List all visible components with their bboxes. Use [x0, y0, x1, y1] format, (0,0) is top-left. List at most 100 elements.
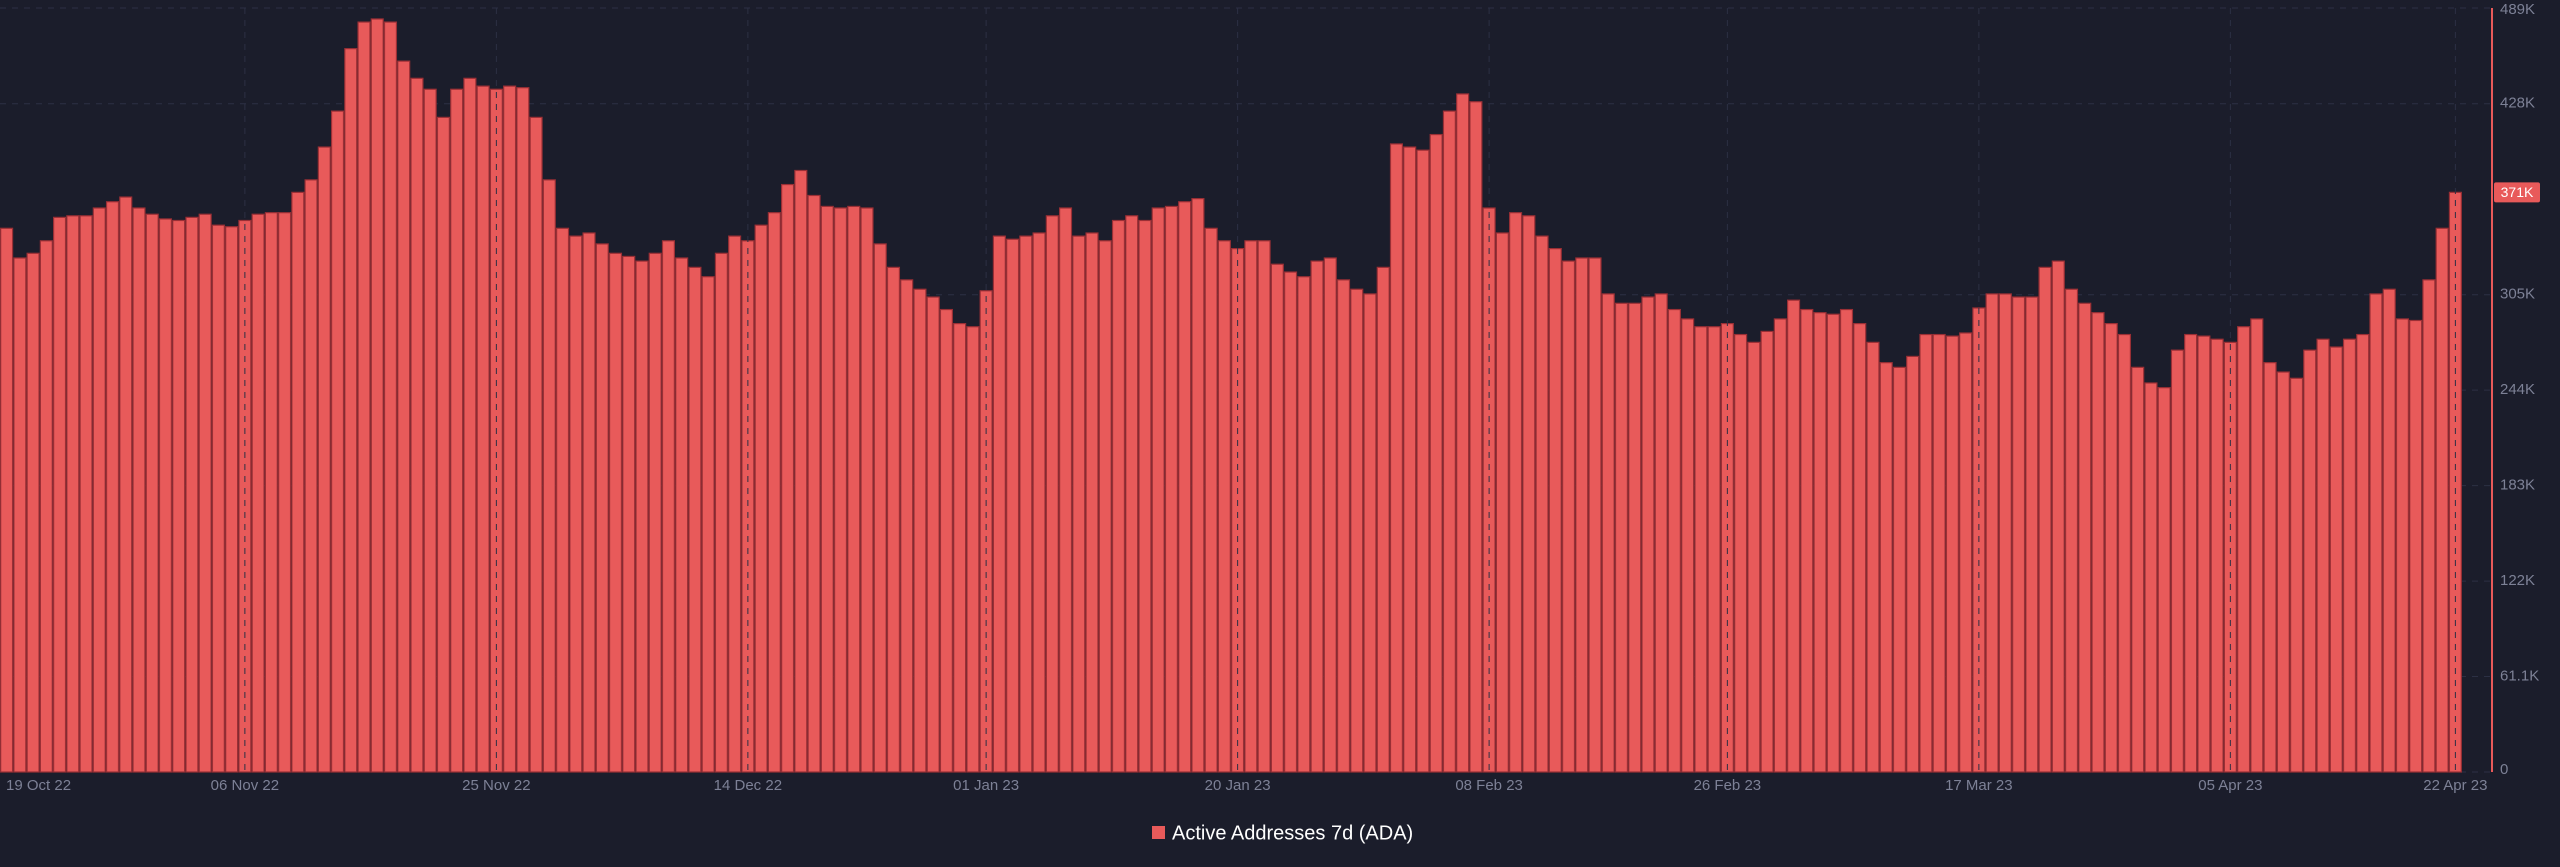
- bar: [1217, 240, 1231, 773]
- bar: [225, 226, 239, 773]
- bar: [2289, 377, 2304, 773]
- bar: [1284, 271, 1298, 773]
- bar: [278, 212, 292, 773]
- bar: [1191, 198, 1205, 773]
- bar: [794, 169, 808, 773]
- bar: [53, 216, 67, 773]
- bar: [913, 288, 927, 773]
- bar: [1588, 257, 1602, 773]
- bar: [13, 257, 27, 773]
- bar: [1045, 215, 1059, 773]
- bar: [1111, 219, 1126, 773]
- bar: [1019, 235, 1033, 773]
- bar: [1826, 313, 1840, 773]
- bar: [953, 322, 967, 773]
- bar: [2250, 318, 2264, 773]
- legend-label[interactable]: Active Addresses 7d (ADA): [1172, 822, 1413, 844]
- bar: [1006, 238, 1020, 773]
- bar: [529, 116, 543, 773]
- bar: [1853, 322, 1867, 773]
- bar: [238, 219, 252, 773]
- bar: [1350, 288, 1364, 773]
- bar: [2012, 296, 2026, 773]
- bar: [608, 252, 623, 773]
- x-tick-label: 25 Nov 22: [462, 777, 530, 794]
- current-value-marker: [2494, 182, 2540, 203]
- bar: [2157, 387, 2171, 773]
- bar: [2263, 362, 2277, 773]
- bar: [1892, 366, 1907, 773]
- bar: [1628, 302, 1642, 773]
- bar: [1522, 215, 1536, 773]
- bar: [807, 194, 821, 773]
- bar: [1641, 296, 1655, 773]
- bar: [2395, 318, 2409, 773]
- bar: [0, 227, 14, 773]
- bar: [2422, 279, 2436, 773]
- bar: [2197, 335, 2211, 773]
- bar: [1906, 355, 1920, 773]
- bar: [1839, 308, 1854, 773]
- y-tick-label: 61.1K: [2500, 668, 2539, 685]
- bar: [330, 110, 345, 773]
- bar: [781, 183, 795, 773]
- bar: [1601, 293, 1615, 773]
- bar: [2237, 326, 2251, 773]
- bar: [2051, 260, 2065, 773]
- bar: [992, 235, 1006, 773]
- bar: [317, 146, 331, 773]
- bar: [304, 179, 318, 773]
- bar: [1058, 207, 1073, 773]
- bar: [1959, 332, 1973, 773]
- bar: [886, 266, 901, 773]
- bar: [754, 224, 768, 773]
- bar: [1442, 110, 1456, 773]
- bar: [1310, 260, 1324, 773]
- bar: [833, 207, 848, 773]
- bar: [1495, 232, 1509, 773]
- bar: [436, 116, 450, 773]
- bar: [1204, 227, 1218, 773]
- bar: [1932, 333, 1946, 773]
- bar: [2170, 349, 2184, 773]
- bar: [675, 257, 689, 773]
- bar: [1323, 257, 1337, 773]
- bar: [2356, 333, 2370, 773]
- bar: [1072, 235, 1086, 773]
- bar: [582, 232, 596, 773]
- bar: [542, 179, 556, 773]
- bar: [397, 60, 411, 773]
- bar: [1403, 146, 1417, 773]
- bar: [1866, 341, 1880, 773]
- bar: [1614, 302, 1629, 773]
- x-tick-label: 19 Oct 22: [6, 777, 71, 794]
- bar: [2104, 322, 2118, 773]
- bar: [463, 77, 477, 773]
- bar: [1032, 232, 1046, 773]
- x-tick-label: 14 Dec 22: [714, 777, 782, 794]
- bar: [860, 207, 874, 773]
- bar: [873, 243, 887, 773]
- bar: [105, 201, 120, 773]
- current-value-label: 371K: [2501, 184, 2534, 200]
- x-tick-label: 26 Feb 23: [1694, 777, 1762, 794]
- bar: [2184, 333, 2198, 773]
- bar: [1945, 335, 1959, 773]
- bar: [2329, 346, 2343, 773]
- bar: [185, 216, 199, 773]
- bar: [688, 266, 702, 773]
- bar: [2342, 338, 2357, 773]
- bar: [2091, 312, 2105, 773]
- x-tick-label: 20 Jan 23: [1205, 777, 1271, 794]
- bar: [569, 235, 583, 773]
- bar: [1561, 260, 1576, 773]
- bar: [1575, 257, 1589, 773]
- bar: [939, 308, 953, 773]
- bar: [900, 279, 914, 773]
- bar: [26, 252, 40, 773]
- bar: [1363, 293, 1377, 773]
- bar: [1456, 93, 1470, 773]
- bar: [1297, 276, 1311, 773]
- bar: [291, 191, 305, 773]
- bar: [979, 290, 993, 773]
